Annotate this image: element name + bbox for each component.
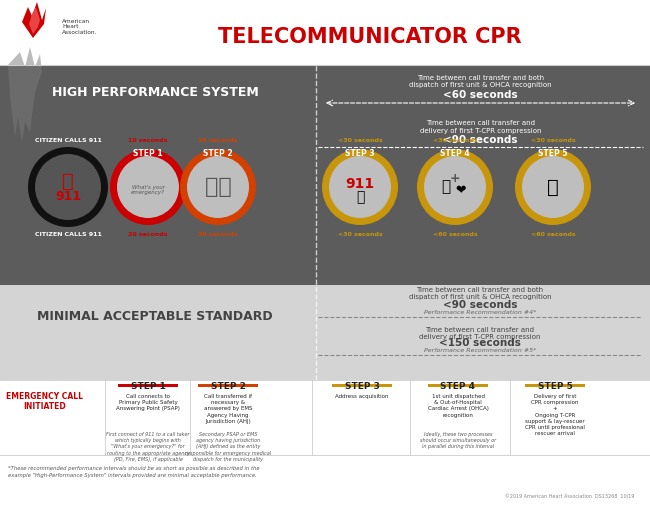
Text: 👨‍💼: 👨‍💼 [205,177,231,197]
Text: 30 seconds: 30 seconds [198,231,238,237]
Text: 911: 911 [55,190,81,203]
Text: STEP 3: STEP 3 [344,382,380,391]
Text: MINIMAL ACCEPTABLE STANDARD: MINIMAL ACCEPTABLE STANDARD [37,310,273,324]
Circle shape [110,149,186,225]
Text: 20 seconds: 20 seconds [128,231,168,237]
Bar [0,455,650,512]
Text: <30 seconds: <30 seconds [433,138,477,142]
Text: 911: 911 [345,177,374,191]
Text: Time between call transfer and both
dispatch of first unit & OHCA recognition: Time between call transfer and both disp… [409,287,551,301]
Circle shape [28,147,108,227]
Polygon shape [22,2,46,38]
Text: 10 seconds: 10 seconds [128,138,168,142]
Bar [118,384,178,387]
Text: <30 seconds: <30 seconds [338,138,382,142]
Text: Call transferred if
necessary &
answered by EMS
Agency Having
Jurisdiction (AHJ): Call transferred if necessary & answered… [203,394,252,424]
Circle shape [35,154,101,220]
Text: First connect of 911 to a call taker
which typically begins with
"What's your em: First connect of 911 to a call taker whi… [106,432,190,462]
Text: Call connects to
Primary Public Safety
Answering Point (PSAP): Call connects to Primary Public Safety A… [116,394,180,412]
Text: Performance Recommendation #5*: Performance Recommendation #5* [424,349,536,353]
Text: Time between call transfer and
delivery of first T-CPR compression: Time between call transfer and delivery … [420,120,541,134]
Text: STEP 1: STEP 1 [133,150,162,159]
Circle shape [117,156,179,218]
Text: STEP 5: STEP 5 [538,150,567,159]
Text: TELECOMMUNICATOR CPR: TELECOMMUNICATOR CPR [218,27,522,47]
Text: 🫀: 🫀 [547,178,559,197]
Text: STEP 2: STEP 2 [203,150,233,159]
Text: Address acquisition: Address acquisition [335,394,389,399]
Text: Performance Recommendation #4*: Performance Recommendation #4* [424,310,536,315]
Circle shape [417,149,493,225]
Text: STEP 4: STEP 4 [441,382,476,391]
Bar [428,384,488,387]
Text: American
Heart
Association.: American Heart Association. [62,19,98,35]
Text: Delivery of first
CPR compression
+
Ongoing T-CPR
support & lay-rescuer
CPR unti: Delivery of first CPR compression + Ongo… [525,394,585,436]
Text: <30 seconds: <30 seconds [338,231,382,237]
Bar [332,384,392,387]
Text: Ideally, these two processes
should occur simultaneously or
in parallel during t: Ideally, these two processes should occu… [420,432,496,450]
Text: STEP 3: STEP 3 [345,150,375,159]
Circle shape [322,149,398,225]
Circle shape [187,156,249,218]
Bar [318,67,643,115]
Text: STEP 5: STEP 5 [538,382,573,391]
Text: Time between call transfer and
delivery of first T-CPR compression: Time between call transfer and delivery … [419,327,541,340]
Polygon shape [29,7,40,34]
Text: *These recommended performance intervals should be as short as possible as descr: *These recommended performance intervals… [8,466,259,478]
Circle shape [522,156,584,218]
Text: 📍: 📍 [356,190,364,204]
Text: 1st unit dispatched
& Out-of-Hospital
Cardiac Arrest (OHCA)
recognition: 1st unit dispatched & Out-of-Hospital Ca… [428,394,488,418]
Text: <150 seconds: <150 seconds [439,338,521,348]
Text: Secondary PSAP or EMS
agency having jurisdiction
(AHJ) defined as the entity
res: Secondary PSAP or EMS agency having juri… [185,432,271,462]
Bar [0,285,650,380]
Text: <30 seconds: <30 seconds [530,138,575,142]
Text: <60 seconds: <60 seconds [443,90,518,100]
Text: 📱: 📱 [62,172,74,190]
Bar [0,0,650,65]
Text: <60 seconds: <60 seconds [530,231,575,237]
Text: Time between call transfer and both
dispatch of first unit & OHCA recognition: Time between call transfer and both disp… [410,75,552,89]
Text: CITIZEN CALLS 911: CITIZEN CALLS 911 [34,231,101,237]
Text: CITIZEN CALLS 911: CITIZEN CALLS 911 [34,138,101,142]
Circle shape [424,156,486,218]
Text: <60 seconds: <60 seconds [433,231,477,237]
Text: +: + [450,173,460,185]
Text: STEP 1: STEP 1 [131,382,166,391]
Text: 15 seconds: 15 seconds [198,138,238,142]
Bar [0,65,650,285]
Text: <90 seconds: <90 seconds [443,300,517,310]
Text: STEP 2: STEP 2 [211,382,246,391]
Circle shape [515,149,591,225]
Polygon shape [8,47,42,142]
Circle shape [329,156,391,218]
Bar [0,380,650,455]
Bar [525,384,585,387]
Text: What's your
emergency?: What's your emergency? [131,185,165,196]
Text: HIGH PERFORMANCE SYSTEM: HIGH PERFORMANCE SYSTEM [51,86,259,98]
Circle shape [180,149,256,225]
Text: EMERGENCY CALL
INITIATED: EMERGENCY CALL INITIATED [6,392,83,412]
Text: <90 seconds: <90 seconds [443,135,518,145]
Text: 🚑: 🚑 [441,180,450,195]
Text: ❤️: ❤️ [456,183,466,197]
Bar [198,384,258,387]
Text: STEP 4: STEP 4 [440,150,470,159]
Text: ©2019 American Heart Association  DS13268  10/19: ©2019 American Heart Association DS13268… [505,495,634,500]
